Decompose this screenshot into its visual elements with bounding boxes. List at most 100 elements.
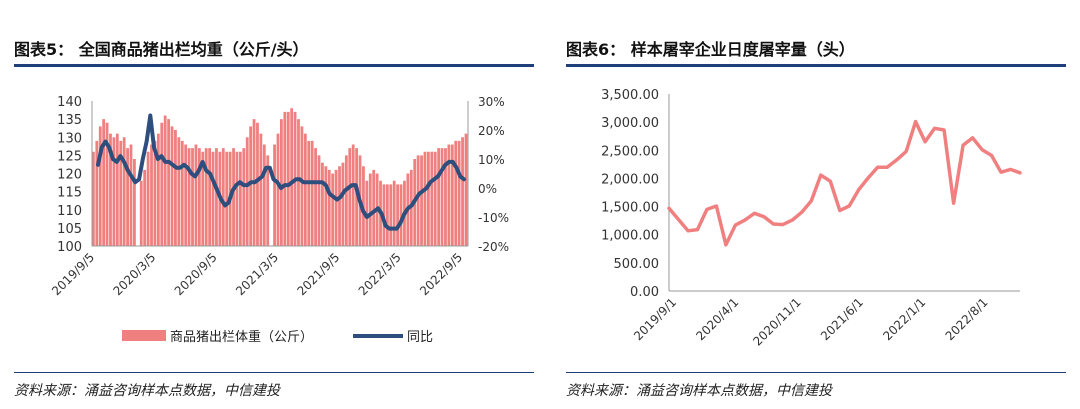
chart5-bar [447,144,451,246]
chart5-right-tick-label: 10% [478,153,505,167]
chart6-x-tick-label: 2021/6/1 [818,295,866,343]
chart5-bar [167,119,170,247]
chart5-bar [211,151,215,246]
chart5-bar [355,148,358,247]
chart5-bar [215,148,218,247]
chart5-bar [102,119,106,247]
chart5-bar [177,137,181,246]
chart5-bar [262,144,266,246]
chart5-source-rule [14,372,534,373]
chart6-x-tick-label: 2022/8/1 [943,295,991,343]
chart5-right-tick-label: 30% [478,95,505,109]
chart6-y-tick-label: 2,500.00 [601,144,659,159]
chart6-panel: 图表6： 样本屠宰企业日度屠宰量（头） 3,500.00 3,000.00 2,50… [540,0,1080,409]
chart6-y-tick-label: 1,500.00 [601,201,659,216]
chart5-left-tick-label: 125 [57,149,82,164]
chart5-x-tick-label: 2021/9/5 [294,250,342,298]
chart5-bar [290,108,294,246]
chart5-bar [334,169,338,247]
chart5-x-tick-label: 2022/3/5 [356,250,404,298]
chart5-bar [180,140,184,247]
chart5-bar [392,180,396,246]
chart5-bar [430,151,434,246]
chart5-left-tick-label: 105 [57,222,82,237]
chart5-bar [300,126,304,247]
chart5-left-tick-label: 120 [57,168,82,183]
chart5-bar [187,148,191,247]
chart5-bar [259,133,263,247]
chart5-bar [368,173,372,246]
chart6-x-tick-label: 2022/1/1 [880,295,928,343]
chart5-bar [310,140,314,247]
chart5-bar [92,151,95,246]
chart5-bar [235,151,239,246]
chart5-bar [344,155,348,247]
chart5-bar [276,133,280,247]
chart5-panel: 图表5： 全国商品猪出栏均重（公斤/头） 140 135 130 125 120 115 1… [14,40,534,399]
chart6-y-tick-label: 2,000.00 [601,172,659,187]
chart5-bar [444,148,447,247]
chart5-bar [327,169,331,247]
chart6-line [667,119,1022,247]
chart5-legend-bar-label: 商品猪出栏体重（公斤） [170,329,313,345]
chart5-bar [321,162,324,247]
chart5-bar [143,169,147,247]
chart5-x-tick-label: 2020/3/5 [110,250,158,298]
chart5-left-tick-label: 135 [57,113,82,128]
chart5-bar [163,115,167,246]
chart5-bar [221,148,225,247]
chart5-bar [197,148,201,247]
chart5-bar [314,148,317,247]
chart5-bar [191,148,194,247]
chart5-bar [464,133,468,247]
chart5-bar [146,151,150,246]
chart6-x-tick-label: 2020/11/1 [750,295,803,348]
chart5-bar [283,111,287,247]
chart5-source: 资料来源：涌益咨询样本点数据，中信建投 [14,383,280,399]
chart5-bar [426,151,430,246]
chart5-right-tick-label: 20% [478,124,505,138]
chart5-bar [399,184,403,247]
chart5-bar [280,119,283,247]
chart5-legend-line-label: 同比 [407,330,433,345]
chart6-y-tick-label: 3,500.00 [601,88,659,103]
chart5-bar [184,144,188,246]
chart5-bar [331,173,335,246]
chart5-bar [115,133,119,247]
chart5-bar [433,151,437,246]
chart5-right-tick-label: -10% [478,211,509,225]
chart6-y-tick-label: 3,000.00 [601,116,659,131]
chart5-bar [204,148,208,247]
chart5-bar [266,155,270,247]
chart5-bar [208,148,212,247]
chart6-title: 图表6： 样本屠宰企业日度屠宰量（头） [566,40,855,59]
chart5-left-tick-label: 100 [57,240,82,255]
chart5-bar [245,137,249,246]
chart5-bar [324,166,328,246]
chart5-bar [122,137,126,246]
chart5-bar [201,151,205,246]
chart5-bar [348,148,352,247]
chart5-bar [109,133,112,247]
chart6-y-tick-label: 500.00 [614,257,660,272]
chart5-bar [454,140,458,247]
chart5-bar [153,140,157,247]
chart5-bar [307,140,311,247]
chart6-source: 资料来源：涌益咨询样本点数据，中信建投 [566,383,832,399]
chart5-bar [105,122,109,246]
chart5-bar [273,144,276,246]
chart5-bar [119,140,123,247]
chart5-yoy-line [96,113,466,231]
chart5-bar [423,151,427,246]
chart5-bar [133,159,136,246]
chart5-title-rule [14,64,534,67]
chart5-bar [156,133,160,247]
chart5-bar [160,122,164,246]
chart5-bar [457,140,461,247]
chart5-bar [174,130,177,246]
chart5-bar [437,148,441,247]
chart6-title-rule [566,64,1066,67]
chart5-bar [317,155,321,247]
chart5-bar [303,133,307,247]
chart5-bar [450,144,454,246]
